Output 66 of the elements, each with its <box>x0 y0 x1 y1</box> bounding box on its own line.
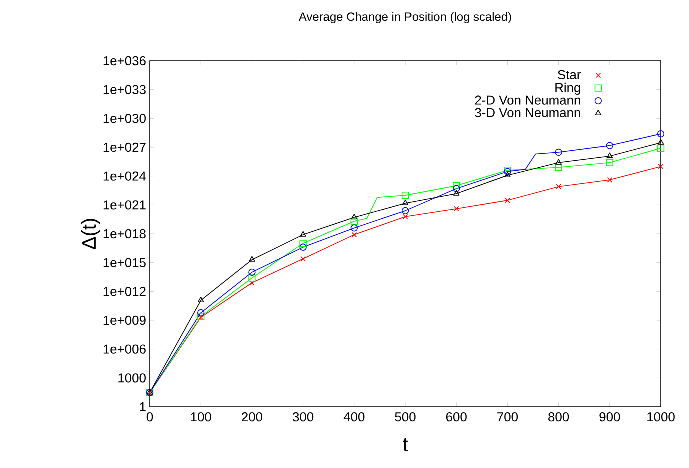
point <box>657 144 665 152</box>
point <box>658 164 664 170</box>
point <box>352 232 358 238</box>
point <box>248 274 256 282</box>
point <box>402 207 410 215</box>
point <box>300 244 307 252</box>
point <box>505 198 510 204</box>
point <box>402 214 408 220</box>
point <box>198 296 204 303</box>
point <box>453 185 460 192</box>
x-tick-label: 0 <box>146 412 154 422</box>
point <box>300 256 306 262</box>
point <box>453 182 460 190</box>
y-tick-label: 1e+021 <box>104 200 146 210</box>
point <box>606 152 614 158</box>
x-tick-label: 300 <box>293 412 314 422</box>
point <box>556 184 562 190</box>
point <box>454 206 460 212</box>
legend-label: Star <box>558 70 582 80</box>
legend-label: 2-D Von Neumann <box>475 96 580 105</box>
point <box>555 148 562 156</box>
y-tick-label: 1000 <box>118 374 146 383</box>
x-tick-label: 600 <box>446 412 467 422</box>
point <box>249 256 256 262</box>
point <box>402 200 409 206</box>
x-tick-label: 400 <box>344 412 365 422</box>
x-tick-label: 800 <box>548 412 570 422</box>
x-axis-title: t <box>403 438 408 452</box>
y-tick-label: 1e+036 <box>104 56 146 66</box>
point <box>607 177 613 183</box>
x-tick-label: 500 <box>395 412 416 422</box>
point <box>300 231 306 237</box>
point <box>606 159 614 166</box>
x-tick-label: 100 <box>191 412 212 422</box>
x-tick-label: 900 <box>600 412 620 422</box>
y-tick-label: 1e+030 <box>104 114 146 124</box>
point <box>657 130 665 138</box>
y-tick-label: 1e+024 <box>104 172 146 181</box>
point <box>350 218 358 226</box>
legend-label: 3-D Von Neumann <box>475 108 580 118</box>
x-tick-label: 200 <box>242 412 262 422</box>
point <box>250 280 255 286</box>
legend-label: Ring <box>556 82 580 95</box>
point <box>453 190 460 196</box>
y-tick-label: 1e+012 <box>104 287 146 296</box>
point <box>198 309 205 317</box>
point <box>300 240 307 248</box>
point <box>350 224 358 232</box>
y-axis-title: Δ(t) <box>82 219 100 250</box>
point <box>606 142 614 150</box>
y-tick-label: 1e+006 <box>104 344 146 354</box>
point <box>248 268 256 276</box>
point <box>658 139 664 145</box>
x-tick-label: 700 <box>498 412 518 422</box>
y-tick-label: 1e+015 <box>104 258 146 268</box>
chart-title: Average Change in Position (log scaled) <box>298 12 512 24</box>
y-tick-label: 1e+018 <box>104 229 146 239</box>
y-tick-label: 1e+009 <box>104 316 146 326</box>
point <box>504 172 511 178</box>
y-tick-label: 1 <box>140 402 146 412</box>
point <box>556 159 562 165</box>
y-tick-label: 1e+027 <box>104 142 146 152</box>
y-tick-label: 1e+033 <box>104 85 146 94</box>
point <box>402 192 410 200</box>
x-tick-label: 1000 <box>648 412 675 422</box>
point <box>351 214 358 220</box>
